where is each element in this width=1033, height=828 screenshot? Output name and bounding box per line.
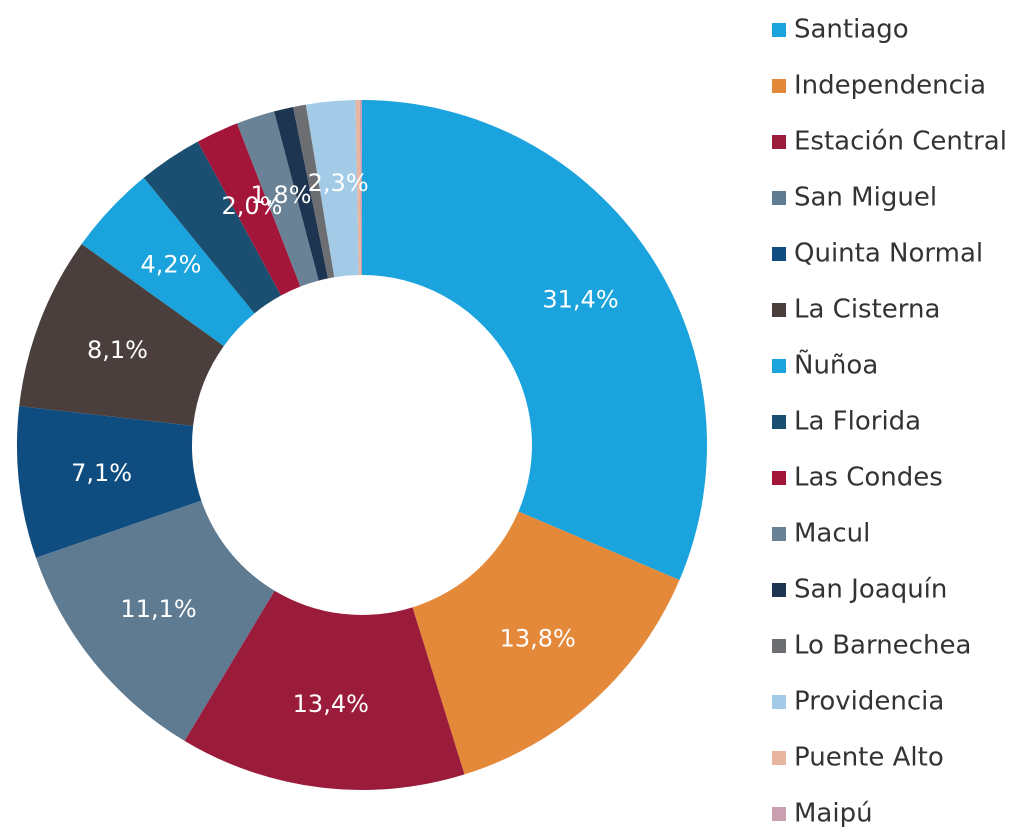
donut-slice: [184, 590, 465, 790]
legend-swatch: [772, 23, 786, 37]
donut-slice: [362, 100, 707, 581]
data-label: 13,8%: [500, 624, 576, 652]
legend-label: La Florida: [794, 407, 921, 437]
legend-swatch: [772, 191, 786, 205]
donut-slice: [19, 243, 224, 426]
legend-swatch: [772, 415, 786, 429]
legend-swatch: [772, 639, 786, 653]
donut-slice: [16, 406, 202, 558]
legend-swatch: [772, 751, 786, 765]
legend-label: Maipú: [794, 799, 873, 828]
donut-slice: [143, 141, 282, 314]
data-label: 8,1%: [87, 336, 148, 364]
legend-label: San Joaquín: [794, 575, 947, 605]
donut-slice: [81, 177, 255, 346]
legend-swatch: [772, 247, 786, 261]
donut-slice: [197, 123, 301, 296]
donut-slice: [412, 511, 680, 775]
data-label: 11,1%: [120, 595, 196, 623]
data-label: 7,1%: [71, 459, 132, 487]
legend-label: Providencia: [794, 687, 944, 717]
legend-label: Ñuñoa: [794, 349, 878, 381]
legend-swatch: [772, 695, 786, 709]
legend-swatch: [772, 583, 786, 597]
legend-label: Quinta Normal: [794, 239, 983, 269]
legend-label: Estación Central: [794, 127, 1007, 157]
legend-label: Macul: [794, 519, 870, 549]
legend-swatch: [772, 303, 786, 317]
data-label: 31,4%: [542, 285, 618, 313]
donut-slice: [359, 100, 362, 276]
legend-label: Independencia: [794, 71, 986, 101]
data-label: 4,2%: [141, 251, 202, 279]
donut-slice: [35, 500, 275, 741]
data-label: 2,0%: [221, 192, 282, 220]
data-label: 2,3%: [308, 169, 369, 197]
data-label: 1,8%: [251, 181, 312, 209]
legend-swatch: [772, 527, 786, 541]
legend-swatch: [772, 471, 786, 485]
donut-slice: [237, 111, 319, 287]
legend-swatch: [772, 807, 786, 821]
legend-label: Santiago: [794, 15, 909, 45]
legend-swatch: [772, 359, 786, 373]
legend-swatch: [772, 135, 786, 149]
donut-slice: [293, 104, 335, 279]
legend-label: Lo Barnechea: [794, 631, 971, 661]
donut-slice: [305, 100, 359, 278]
legend-label: Las Condes: [794, 463, 943, 493]
data-label: 13,4%: [293, 690, 369, 718]
legend-label: La Cisterna: [794, 295, 940, 325]
legend-swatch: [772, 79, 786, 93]
legend-label: San Miguel: [794, 183, 937, 213]
donut-slice: [274, 106, 329, 281]
donut-slice: [355, 100, 361, 276]
legend-label: Puente Alto: [794, 743, 944, 773]
